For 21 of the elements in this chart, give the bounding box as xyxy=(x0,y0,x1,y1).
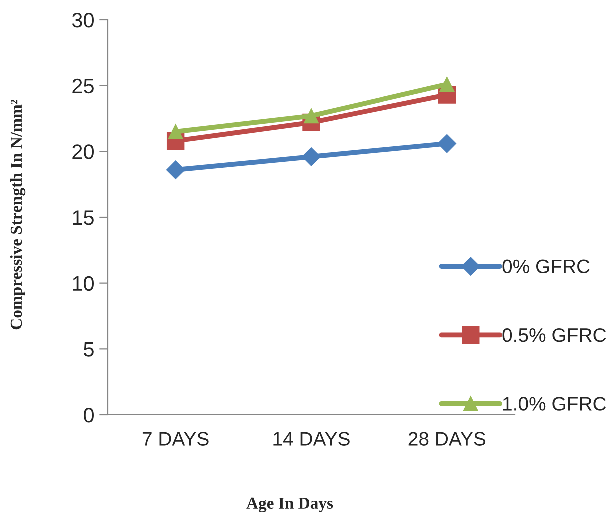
legend-label: 0% GFRC xyxy=(502,260,590,274)
y-tick-label: 10 xyxy=(73,276,94,292)
y-axis-title: Compressive Strength In N/mm² xyxy=(10,100,26,330)
legend-label: 0.5% GFRC xyxy=(502,328,606,342)
point xyxy=(304,108,319,124)
y-tick-label: 20 xyxy=(72,144,94,160)
y-tick-label: 30 xyxy=(72,13,94,28)
y-tick-label: 15 xyxy=(73,210,94,226)
y-tick-label: 5 xyxy=(84,342,94,357)
y-tick-label: 0 xyxy=(84,408,94,423)
point xyxy=(166,160,186,180)
point xyxy=(168,124,184,140)
y-tick-label: 25 xyxy=(72,78,94,94)
x-axis-title: Age In Days xyxy=(246,498,334,513)
x-tick-label: 14 DAYS xyxy=(274,432,350,446)
legend-label: 1.0% GFRC xyxy=(503,397,606,411)
x-tick-label: 7 DAYS xyxy=(142,432,209,446)
point xyxy=(302,148,321,166)
point xyxy=(438,134,457,154)
x-tick-label: 28 DAYS xyxy=(408,432,486,446)
point xyxy=(440,77,455,92)
